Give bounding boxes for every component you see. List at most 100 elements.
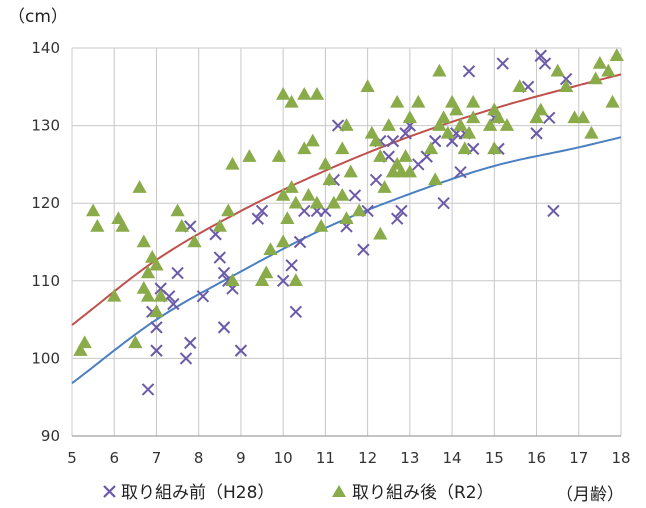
data-point-before: [150, 321, 163, 334]
x-axis-unit-label: （月齢）: [556, 485, 624, 505]
data-point-after: [381, 118, 396, 131]
data-point-before: [289, 305, 303, 319]
data-point-after: [339, 118, 354, 131]
y-tick-label: 140: [31, 39, 60, 57]
legend-marker-after: [332, 485, 346, 497]
data-point-before: [395, 204, 408, 218]
data-point-after: [402, 110, 417, 124]
data-point-before: [171, 266, 184, 280]
data-point-after: [453, 118, 468, 131]
data-point-after: [174, 218, 189, 232]
data-point-after: [221, 203, 236, 217]
x-tick-label: 8: [194, 449, 204, 467]
data-point-after: [457, 141, 472, 155]
data-point-after: [432, 118, 447, 131]
data-point-before: [530, 127, 543, 140]
data-point-after: [77, 335, 92, 349]
grid-layer: [71, 47, 622, 437]
data-point-after: [309, 195, 325, 209]
data-point-before: [217, 266, 231, 280]
data-point-after: [491, 110, 506, 124]
x-tick-label: 18: [611, 449, 630, 467]
data-point-before: [399, 127, 412, 140]
data-point-before: [293, 235, 307, 249]
data-point-after: [461, 125, 477, 139]
data-point-before: [179, 352, 193, 365]
data-point-after: [128, 335, 143, 349]
data-point-after: [301, 187, 316, 201]
data-point-after: [466, 110, 481, 124]
x-tick-label: 9: [236, 449, 246, 467]
data-point-after: [584, 125, 599, 139]
data-point-after: [276, 234, 291, 248]
data-point-after: [326, 195, 341, 209]
data-point-after: [402, 164, 417, 178]
data-point-after: [254, 273, 270, 287]
data-point-after: [187, 234, 202, 248]
data-point-before: [234, 344, 248, 357]
data-point-after: [297, 141, 312, 155]
data-point-after: [352, 203, 367, 217]
data-point-after: [339, 211, 354, 224]
y-tick-label: 90: [41, 427, 60, 445]
data-point-after: [276, 187, 291, 201]
data-point-before: [547, 204, 560, 218]
legend: 取り組み前（H28） 取り組み後（R2）: [103, 483, 494, 503]
data-point-after: [428, 172, 443, 186]
data-point-before: [390, 212, 404, 225]
data-point-after: [263, 242, 278, 256]
data-point-after: [288, 195, 303, 209]
x-tick-label: 10: [274, 449, 293, 467]
x-tick-label: 5: [67, 449, 77, 467]
data-point-after: [423, 141, 439, 155]
data-point-after: [73, 343, 88, 356]
data-point-after: [284, 180, 299, 193]
x-tick-label: 12: [358, 449, 377, 467]
data-point-after: [90, 218, 105, 232]
data-point-after: [368, 133, 384, 147]
data-points-layer: [73, 48, 624, 396]
data-point-before: [217, 321, 231, 334]
x-tick-label: 11: [316, 449, 335, 467]
data-point-after: [225, 156, 240, 170]
data-point-after: [153, 288, 168, 302]
data-point-after: [398, 149, 413, 162]
data-point-after: [149, 257, 164, 271]
data-point-after: [575, 110, 591, 124]
data-point-after: [411, 94, 426, 108]
data-point-after: [335, 187, 350, 201]
data-point-after: [436, 110, 451, 124]
data-point-after: [588, 71, 603, 85]
data-point-before: [213, 251, 227, 264]
tick-labels-layer: 5 6 7 8 9 10 11 12 13 14 15 16 17 18 90 100 110 120 130 140: [31, 39, 630, 467]
data-point-after: [482, 118, 498, 131]
data-point-after: [288, 273, 303, 287]
y-axis-unit-label: （cm）: [8, 7, 68, 27]
data-point-after: [242, 149, 257, 162]
data-point-after: [601, 63, 616, 77]
data-point-before: [538, 57, 552, 70]
data-point-after: [360, 79, 375, 93]
data-point-after: [533, 102, 548, 116]
x-tick-label: 14: [443, 449, 462, 467]
legend-marker-before: [103, 485, 116, 498]
data-point-after: [140, 288, 156, 302]
data-point-after: [550, 63, 565, 77]
data-point-before: [437, 196, 450, 210]
data-point-after: [609, 48, 624, 62]
data-point-before: [196, 290, 210, 303]
data-point-after: [149, 304, 164, 318]
y-tick-label: 130: [31, 117, 60, 135]
data-point-after: [390, 94, 405, 108]
data-point-after: [107, 288, 122, 302]
data-point-after: [377, 180, 392, 193]
data-point-after: [373, 149, 388, 162]
data-point-after: [280, 211, 295, 224]
data-point-before: [285, 259, 298, 272]
data-point-before: [150, 344, 163, 357]
data-point-after: [335, 141, 350, 155]
data-point-after: [132, 180, 147, 193]
data-point-before: [184, 336, 197, 350]
data-point-after: [140, 265, 156, 279]
data-point-after: [529, 110, 544, 124]
